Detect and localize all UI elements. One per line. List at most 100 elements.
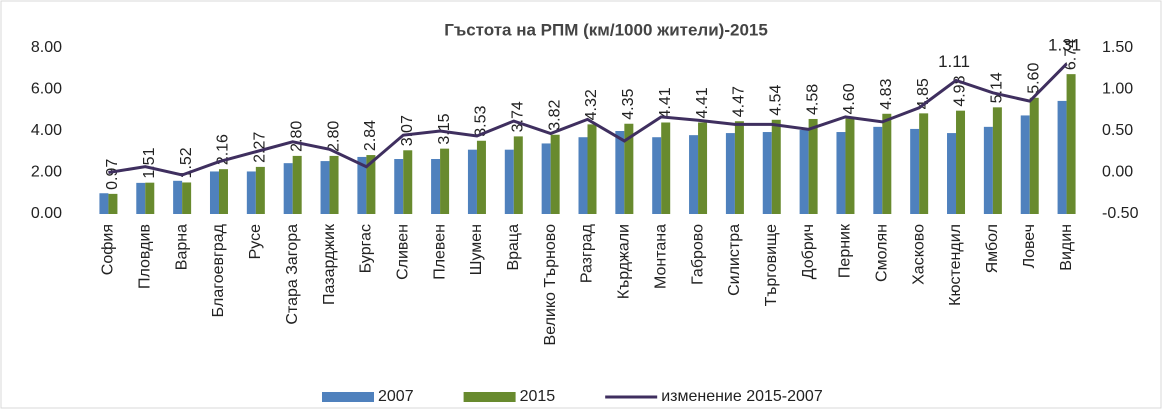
bar [1020,115,1030,214]
bar [689,135,699,214]
bar [956,110,966,214]
legend-label: изменение 2015-2007 [661,388,823,405]
bar [329,155,339,214]
x-tick-label: Ловеч [1021,224,1038,268]
data-label: 2.84 [362,120,379,151]
bar [578,137,588,214]
bar [513,136,523,214]
x-tick-label: Русе [247,224,264,259]
bar [108,193,118,214]
bar [145,182,155,214]
x-tick-label: Плевен [431,224,448,280]
bar [467,149,477,214]
x-tick-label: Благоевград [210,223,227,317]
line [108,62,1068,177]
legend-swatch [322,392,374,402]
x-tick-label: Смолян [874,224,891,282]
data-label: 3.07 [399,115,416,146]
bar [218,169,228,214]
bar [1057,100,1067,214]
bar [882,113,892,214]
y-tick-label: 2.00 [31,164,62,181]
bar [624,123,634,214]
legend-label: 2007 [378,388,414,405]
data-label: 5.60 [1025,63,1042,94]
x-tick-label: Габрово [689,224,706,285]
x-tick-label: Велико Търново [542,224,559,346]
y2-tick-label: 0.50 [1102,122,1133,139]
data-label: 2.16 [215,134,232,165]
bar [550,134,560,214]
bar [992,107,1002,214]
y-tick-label: 8.00 [31,39,62,56]
bar [440,148,450,214]
data-label: 2.27 [252,132,269,163]
bar [587,124,597,214]
data-label: 5.14 [989,72,1006,103]
x-tick-label: Бургас [358,224,375,273]
bar [292,155,302,214]
bar [476,140,486,214]
x-tick-label: Търговище [763,224,780,306]
data-label: 4.83 [878,79,895,110]
data-label: 4.32 [583,89,600,120]
data-label: 3.82 [546,99,563,130]
x-tick-label: Стара Загора [284,224,301,325]
x-tick-label: Видин [1058,224,1075,271]
legend-label: 2015 [520,388,556,405]
bar [246,171,256,214]
x-tick-label: Силистра [726,224,743,296]
x-tick-label: София [100,224,117,275]
y2-tick-label: -0.50 [1102,205,1139,222]
x-tick-label: Перник [837,223,854,278]
data-label: 6.74 [1062,39,1079,70]
bar [845,118,855,214]
bar [615,131,625,214]
x-tick-label: Кюстендил [947,224,964,306]
bar [99,193,109,214]
bar [725,133,735,214]
y-tick-label: 0.00 [31,205,62,222]
x-tick-label: Монтана [652,224,669,289]
bar [1029,97,1039,214]
bar [652,137,662,214]
bar [947,133,957,214]
x-tick-label: Пазарджик [321,223,338,305]
y2-tick-label: 1.00 [1102,81,1133,98]
bar [836,132,846,214]
bar [504,149,514,214]
data-label: 0.97 [104,159,121,190]
bar [283,163,293,214]
bar [136,182,146,214]
bar [771,119,781,214]
y2-tick-label: 0.00 [1102,164,1133,181]
bar [366,155,376,214]
y-tick-label: 4.00 [31,122,62,139]
data-label: 2.80 [288,121,305,152]
y2-tick-label: 1.50 [1102,39,1133,56]
x-tick-label: Сливен [394,224,411,280]
bar [173,180,183,214]
bar [762,132,772,214]
bar [919,113,929,214]
bar [320,161,330,214]
bar [910,128,920,214]
x-tick-label: Шумен [468,224,485,275]
bar [209,171,219,214]
bar [734,121,744,214]
x-tick-label: Ямбол [984,224,1001,273]
data-label: 3.53 [473,106,490,137]
bar [661,122,671,214]
legend-swatch [463,392,516,402]
data-label: 3.74 [510,101,527,132]
y-tick-label: 6.00 [31,81,62,98]
bar [698,122,708,214]
data-label: 3.15 [436,113,453,144]
bar [403,150,413,214]
data-label: 4.47 [731,86,748,117]
x-tick-label: Добрич [800,224,817,279]
bar [431,159,441,214]
bar [799,129,809,214]
x-tick-label: Разград [579,223,596,283]
